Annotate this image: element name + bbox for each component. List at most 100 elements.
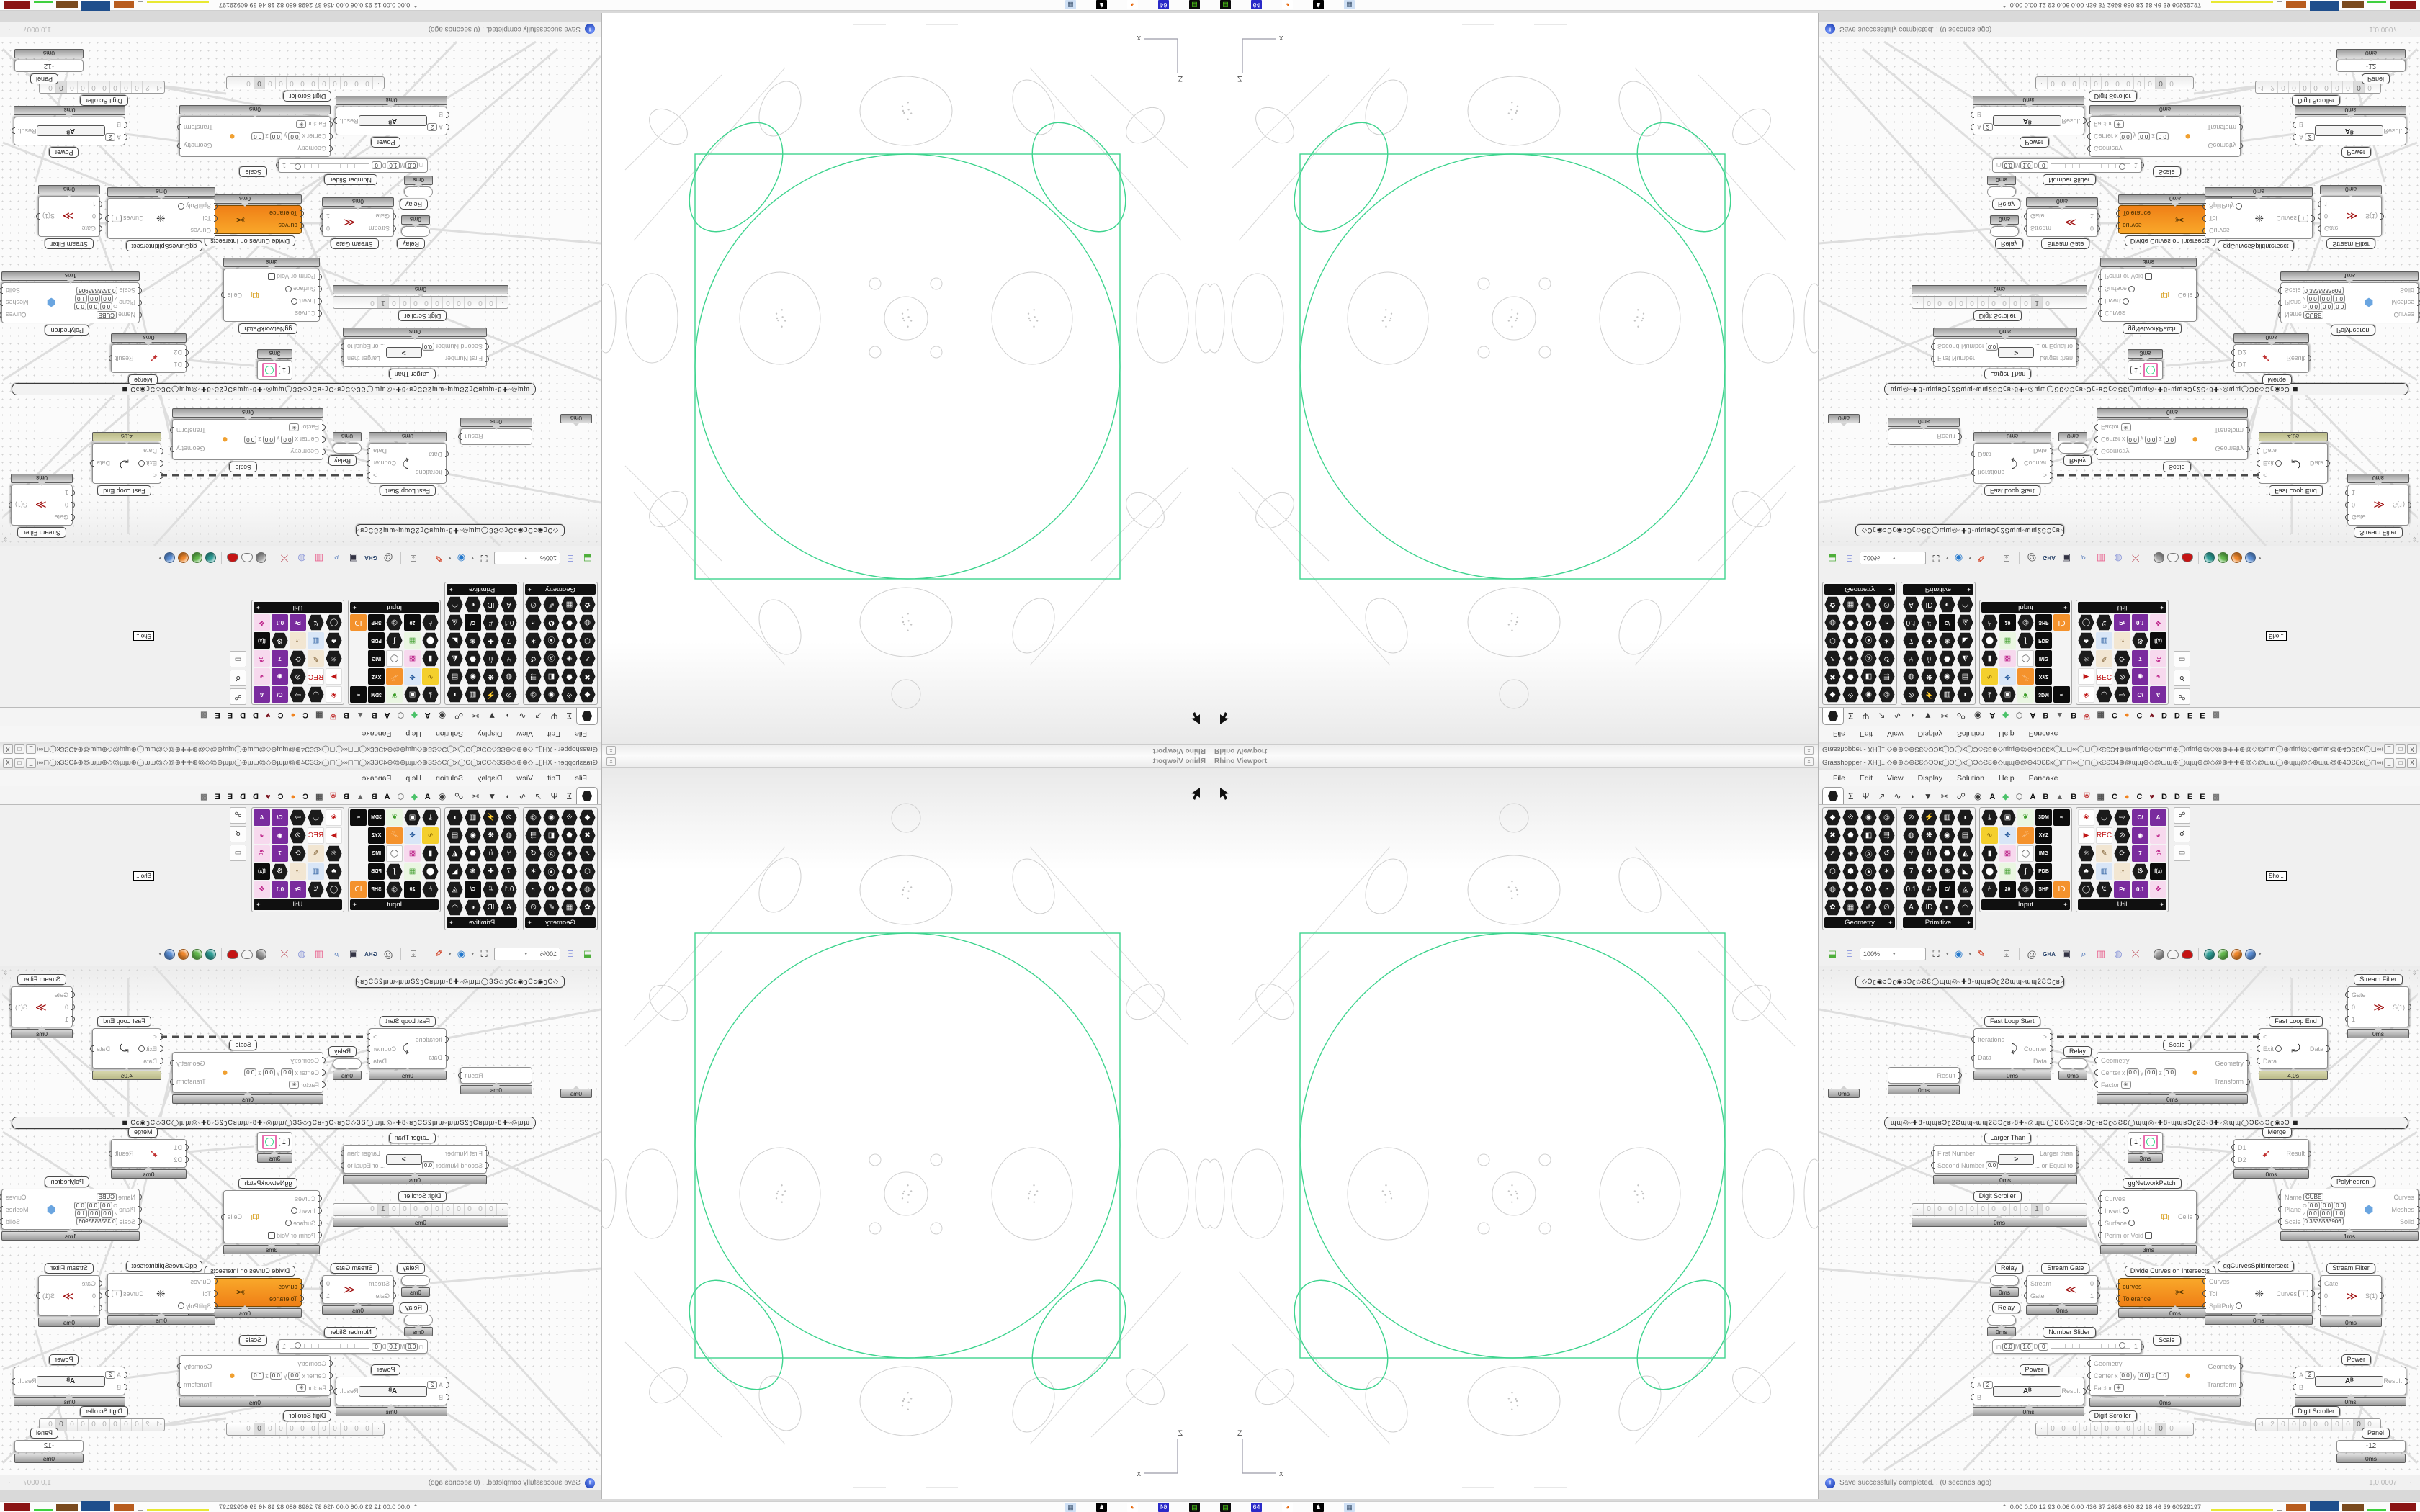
- dropdown-arrow-icon[interactable]: ▾: [158, 952, 161, 957]
- palette-icon-input-2[interactable]: ❦: [2017, 686, 2034, 703]
- tab-addon-13[interactable]: D: [2161, 793, 2167, 801]
- gh-component-digit-scroller-1[interactable]: · 0 0 0 0 0 0 0 0 0 0 1 0 0ms: [1912, 285, 2087, 309]
- tab-category-3[interactable]: ∿: [519, 711, 526, 721]
- gh-component-power-2[interactable]: A 2 B Aᴮ Result 0ms: [2293, 1367, 2408, 1406]
- palette-label-geometry[interactable]: Geometry ✦: [1824, 584, 1895, 595]
- input-port[interactable]: [2202, 215, 2206, 222]
- output-port[interactable]: [341, 1150, 344, 1156]
- palette-icon-input-23[interactable]: SHP: [368, 881, 385, 898]
- digit-cell[interactable]: 0: [121, 1419, 132, 1431]
- palette-label-primitive[interactable]: Primitive ✦: [447, 584, 517, 595]
- preview-eye-icon[interactable]: ◉: [1954, 553, 1963, 564]
- palette-icon-primitive-17[interactable]: #: [1921, 881, 1937, 898]
- palette-icon-geometry-10[interactable]: Ⓐ: [543, 650, 560, 667]
- gh-component-scale-2[interactable]: Geometry Center x 0.0 y 0.0 z 0.0 Factor ✳ ● Geomet…: [177, 105, 333, 157]
- gh-component-stream-filter-2[interactable]: Gate 0 1 ≫ S(1) 0ms: [2318, 185, 2384, 237]
- palette-icon-input-11[interactable]: ▩: [1999, 650, 2016, 667]
- canvas-scroll-hint[interactable]: ⇕: [2411, 969, 2417, 976]
- gh-component-digit-scroller-2[interactable]: · 0 0 0 0 0 0 0 0 0 0 0 0: [226, 76, 385, 89]
- tab-addon-13[interactable]: D: [253, 711, 259, 719]
- palette-icon-geometry-12[interactable]: ⬡: [1824, 632, 1841, 649]
- gate-icon[interactable]: ⌻: [2004, 553, 2009, 564]
- menu-display[interactable]: Display: [477, 774, 503, 783]
- digit-cell[interactable]: 0: [2342, 1419, 2353, 1431]
- palette-icon-primitive-20[interactable]: A: [1903, 596, 1919, 613]
- palette-icon-primitive-18[interactable]: C/: [465, 881, 481, 898]
- input-port[interactable]: [2318, 225, 2321, 232]
- palette-icon-input-10[interactable]: ▮: [422, 650, 439, 667]
- resize-grip[interactable]: ⋰: [6, 1479, 13, 1487]
- blue-ball-icon[interactable]: [163, 552, 175, 564]
- tab-addon-5[interactable]: ▲: [356, 711, 364, 719]
- digit-cell[interactable]: 0: [2133, 1423, 2144, 1435]
- palette-icon-util-18[interactable]: ⚙: [2132, 632, 2148, 649]
- component-body[interactable]: A 2 B Aᴮ Result: [1971, 107, 2087, 135]
- tab-category-8[interactable]: ◉: [438, 791, 447, 801]
- gh-component-power-2[interactable]: A 2 B Aᴮ Result 0ms: [12, 106, 127, 145]
- tab-category-2[interactable]: ↗: [534, 791, 542, 801]
- white-cylinder-icon[interactable]: [241, 949, 253, 959]
- tab-addon-12[interactable]: ♥: [266, 711, 271, 719]
- palette-icon-util-23[interactable]: 0.1: [2132, 614, 2148, 631]
- palette-icon-primitive-4[interactable]: ◍: [501, 827, 517, 844]
- slider-knob[interactable]: [2118, 163, 2125, 170]
- gha-icon[interactable]: GHA: [2043, 554, 2056, 562]
- tab-category-1[interactable]: Ψ: [550, 711, 558, 721]
- value-chip[interactable]: CUBE: [96, 1193, 117, 1201]
- component-body[interactable]: Geometry Center x 0.0 y 0.0 z 0.0 Factor ✳ ● Geomet…: [177, 116, 333, 157]
- palette-icon-util-23[interactable]: 0.1: [272, 881, 288, 898]
- tab-addon-6[interactable]: B: [343, 711, 349, 719]
- toggle-circle[interactable]: [284, 1220, 292, 1226]
- item-chip[interactable]: 1: [2130, 1138, 2142, 1146]
- slider-knob[interactable]: [295, 163, 302, 170]
- output-port[interactable]: [177, 124, 181, 131]
- palette-label-input[interactable]: Input ✦: [1981, 602, 2070, 613]
- palette-icon-input-23[interactable]: SHP: [2035, 614, 2052, 631]
- digit-cell[interactable]: ·: [1916, 299, 1919, 307]
- component-body[interactable]: Stream Gate ≪ 0 1: [2024, 1275, 2100, 1304]
- tab-addon-16[interactable]: E: [215, 793, 220, 801]
- input-port[interactable]: [2094, 436, 2098, 443]
- input-port[interactable]: [2116, 1295, 2120, 1302]
- digit-cell[interactable]: 0: [2166, 77, 2177, 89]
- tab-category-4[interactable]: ◗: [1909, 791, 1915, 801]
- star-box[interactable]: ✳: [296, 120, 307, 128]
- palette-icon-primitive-0[interactable]: ⊘: [501, 809, 517, 826]
- gh-component-panel-neg12[interactable]: -12 0ms: [2336, 49, 2406, 72]
- gh-component-fast-loop-start[interactable]: Iterations Data ⤸ > Counter Data 0ms: [1971, 432, 2053, 484]
- value-chip[interactable]: 0.0: [2306, 1209, 2319, 1218]
- input-port[interactable]: [1931, 356, 1935, 362]
- palette-icon-input-12[interactable]: ◯: [386, 650, 403, 667]
- input-port[interactable]: [2278, 300, 2282, 306]
- gh-component-panel-neg12[interactable]: -12 0ms: [14, 49, 84, 72]
- floppy-green-icon[interactable]: ▤: [1189, 1502, 1200, 1512]
- palette-icon-primitive-7[interactable]: ▤: [447, 668, 463, 685]
- palette-icon-geometry-2[interactable]: ◉: [543, 809, 560, 826]
- palette-icon-geometry-9[interactable]: ◈: [561, 650, 578, 667]
- digit-cell[interactable]: 0: [67, 1419, 78, 1431]
- gh-component-relay-3[interactable]: 0ms: [1987, 1315, 2016, 1336]
- palette-icon-util-18[interactable]: ⚙: [2132, 863, 2148, 880]
- value-chip[interactable]: CUBE: [2303, 311, 2324, 319]
- download-button[interactable]: ↓: [112, 1290, 122, 1297]
- output-port[interactable]: [367, 1033, 370, 1040]
- palette-icon-primitive-1[interactable]: ⚡: [483, 809, 499, 826]
- value-chip[interactable]: 1.0: [2332, 1209, 2345, 1218]
- digit-cell[interactable]: 0: [2299, 1419, 2310, 1431]
- digit-cell[interactable]: ·: [501, 1205, 504, 1213]
- output-port[interactable]: [333, 1387, 337, 1395]
- digit-cell[interactable]: 0: [2288, 81, 2299, 93]
- digit-cell[interactable]: 0: [121, 81, 132, 93]
- palette-icon-primitive-16[interactable]: 0.1: [501, 881, 517, 898]
- palette-icon-util-16[interactable]: ▥: [308, 632, 324, 649]
- palette-icon-util-20[interactable]: ◯: [2078, 881, 2094, 898]
- digit-cell[interactable]: 0: [2020, 297, 2031, 308]
- input-port[interactable]: [2318, 1280, 2321, 1287]
- rhino-viewport-canvas[interactable]: Z x: [601, 768, 1210, 1499]
- palette-icon-geometry-6[interactable]: ◧: [543, 668, 560, 685]
- palette-icon-geometry-21[interactable]: ▦: [1842, 899, 1859, 916]
- canvas-scroll-hint[interactable]: ⇕: [2411, 536, 2417, 543]
- palette-icon-util-14[interactable]: ⚗: [254, 845, 270, 862]
- digit-cell[interactable]: 0: [99, 81, 110, 93]
- palette-label-geometry[interactable]: Geometry ✦: [1824, 917, 1895, 928]
